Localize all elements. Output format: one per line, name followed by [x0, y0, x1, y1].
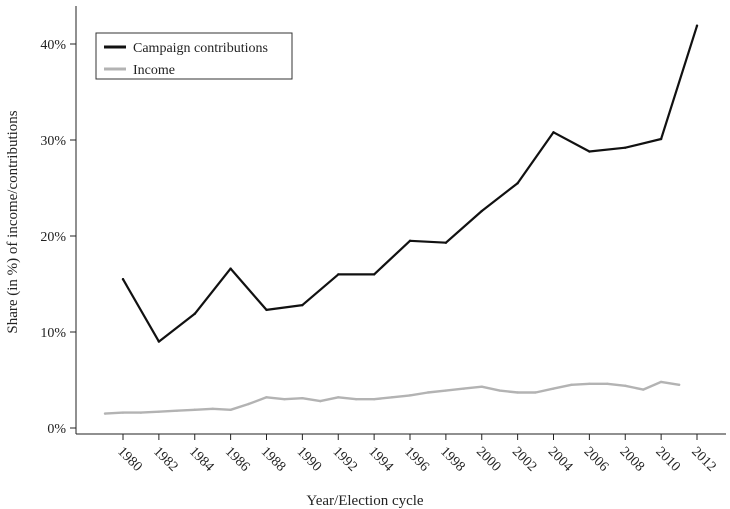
- x-tick-label: 1980: [114, 444, 144, 474]
- data-point-income: [193, 408, 196, 411]
- data-point-campaign-contributions: [157, 340, 161, 343]
- data-point-campaign-contributions: [624, 146, 627, 149]
- series-layer: [103, 24, 699, 415]
- y-axis-ticks: 0% 10% 20% 30% 40%: [40, 38, 76, 437]
- x-tick-label: 2010: [652, 444, 682, 474]
- x-tick-label: 2002: [509, 444, 539, 474]
- data-point-income: [516, 391, 519, 394]
- data-point-income: [624, 384, 627, 387]
- y-axis-title: Share (in %) of income/contributions: [5, 110, 21, 333]
- data-point-income: [337, 396, 340, 399]
- data-point-income: [354, 398, 358, 401]
- x-tick-label: 1986: [222, 444, 252, 474]
- data-point-campaign-contributions: [552, 131, 555, 134]
- data-point-income: [139, 411, 143, 414]
- x-axis-ticks: 1980 1982 1984 1986 1988 1990 1992 1994 1996 1998…: [114, 434, 719, 475]
- data-point-income: [301, 397, 304, 400]
- x-tick-label: 1984: [186, 444, 216, 474]
- x-tick-label: 2012: [688, 444, 718, 474]
- data-point-campaign-contributions: [372, 273, 376, 276]
- data-point-income: [319, 399, 322, 403]
- data-point-income: [211, 407, 214, 410]
- data-point-income: [552, 387, 555, 390]
- data-point-campaign-contributions: [265, 308, 268, 312]
- data-point-campaign-contributions: [480, 209, 483, 213]
- data-point-income: [480, 385, 483, 388]
- data-point-campaign-contributions: [659, 137, 663, 141]
- data-point-campaign-contributions: [408, 239, 412, 242]
- data-point-income: [570, 383, 573, 386]
- data-point-income: [175, 409, 179, 412]
- data-point-campaign-contributions: [516, 182, 519, 185]
- data-point-income: [408, 394, 412, 397]
- data-point-income: [588, 382, 591, 386]
- y-tick-label: 10%: [40, 326, 66, 341]
- data-point-income: [103, 412, 107, 415]
- data-point-income: [265, 396, 268, 399]
- data-point-campaign-contributions: [121, 278, 125, 281]
- legend-label: Income: [133, 63, 175, 78]
- data-point-income: [606, 382, 609, 386]
- data-point-campaign-contributions: [588, 150, 591, 153]
- x-tick-label: 2004: [545, 444, 575, 474]
- data-point-income: [372, 398, 376, 401]
- data-point-campaign-contributions: [301, 303, 304, 307]
- y-tick-label: 40%: [40, 38, 66, 53]
- data-point-income: [247, 402, 250, 406]
- data-point-income: [659, 380, 663, 384]
- x-tick-label: 1988: [258, 444, 288, 474]
- x-tick-label: 2006: [581, 444, 611, 474]
- data-point-income: [641, 388, 645, 391]
- x-tick-label: 1996: [401, 444, 431, 474]
- x-tick-label: 2008: [617, 444, 647, 474]
- data-point-income: [444, 389, 448, 392]
- data-point-income: [121, 411, 125, 414]
- x-tick-label: 1994: [365, 444, 395, 474]
- data-point-campaign-contributions: [444, 241, 448, 244]
- data-point-income: [157, 410, 161, 413]
- x-axis-title: Year/Election cycle: [306, 493, 424, 509]
- y-tick-label: 0%: [47, 422, 66, 437]
- legend: Campaign contributions Income: [95, 32, 293, 80]
- data-point-campaign-contributions: [695, 24, 699, 27]
- x-tick-label: 1982: [150, 444, 180, 474]
- legend-label: Campaign contributions: [133, 41, 268, 56]
- legend-box: [95, 32, 293, 80]
- x-tick-label: 1990: [294, 444, 324, 474]
- data-point-income: [283, 398, 286, 401]
- data-point-income: [462, 387, 466, 390]
- data-point-campaign-contributions: [193, 312, 196, 315]
- data-point-income: [426, 391, 430, 394]
- y-tick-label: 30%: [40, 134, 66, 149]
- data-point-income: [229, 408, 232, 411]
- data-point-income: [498, 389, 501, 392]
- x-tick-label: 1998: [437, 444, 467, 474]
- data-point-income: [677, 383, 681, 386]
- data-point-campaign-contributions: [229, 267, 232, 270]
- data-point-income: [390, 396, 394, 399]
- data-point-campaign-contributions: [337, 273, 340, 276]
- x-tick-label: 1992: [330, 444, 360, 474]
- data-point-income: [534, 391, 537, 394]
- y-tick-label: 20%: [40, 230, 66, 245]
- x-tick-label: 2000: [473, 444, 503, 474]
